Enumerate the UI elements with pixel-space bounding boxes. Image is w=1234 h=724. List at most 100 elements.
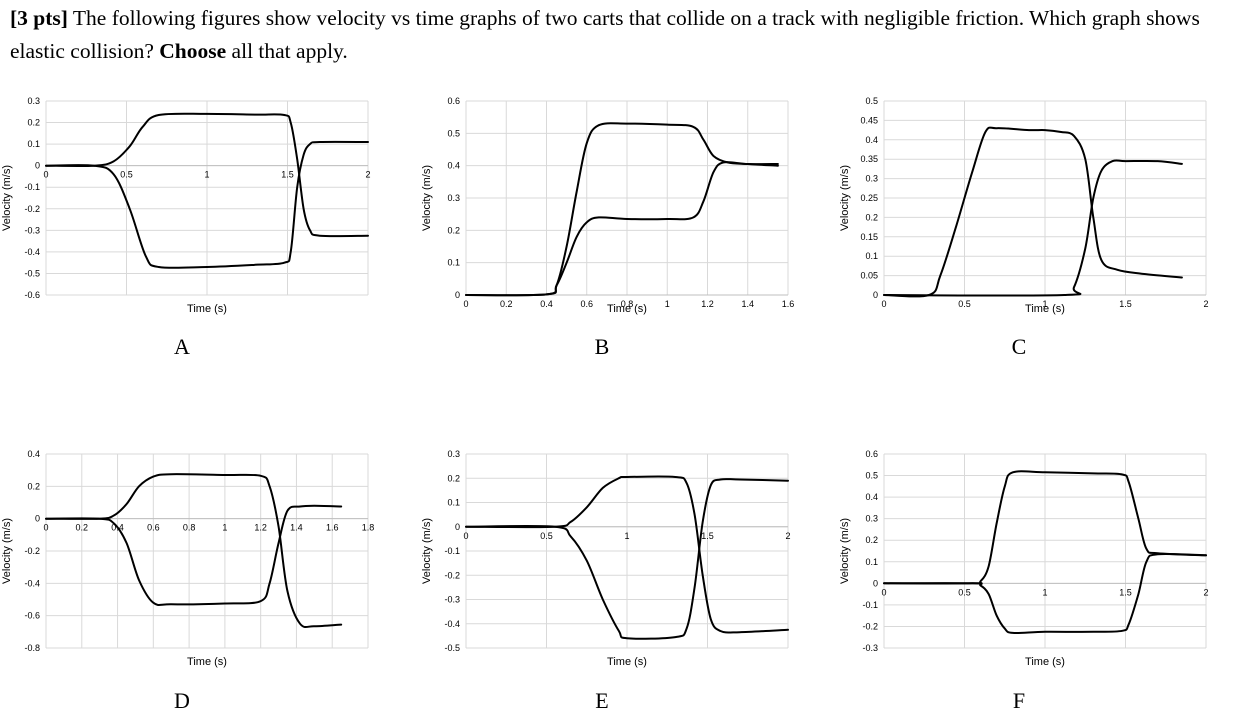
- x-tick-label: 0: [881, 299, 886, 309]
- x-axis-title: Time (s): [1025, 303, 1065, 315]
- x-tick-label: 0.5: [540, 531, 553, 541]
- chart-c: 0 0.05 0.1 0.15 0.2 0.25 0.3 0.35 0.4 0.45 0.5 0 0.5…: [839, 96, 1209, 315]
- x-tick-label: 0: [43, 523, 48, 533]
- y-tick-label: 0.1: [447, 498, 460, 508]
- y-tick-label: 0.25: [860, 193, 878, 203]
- y-tick-label: -0.4: [24, 578, 40, 588]
- x-tick-label: 1.4: [290, 523, 303, 533]
- x-tick-label: 1.6: [326, 523, 339, 533]
- y-tick-label: 0.2: [27, 481, 40, 491]
- y-tick-label: 0.2: [27, 118, 40, 128]
- y-tick-label: -0.5: [24, 268, 40, 278]
- x-tick-label: 1: [624, 531, 629, 541]
- y-tick-label: -0.5: [444, 643, 460, 653]
- series-line-1: [45, 112, 369, 238]
- x-tick-label: 1: [1042, 299, 1047, 309]
- y-tick-label: -0.2: [24, 546, 40, 556]
- y-tick-label: 0.05: [860, 271, 878, 281]
- y-tick-label: -0.1: [862, 600, 878, 610]
- series-line-2: [883, 552, 1207, 635]
- y-tick-label: 0.5: [865, 471, 878, 481]
- y-tick-label: 0.45: [860, 115, 878, 125]
- x-tick-label: 0.2: [76, 523, 89, 533]
- x-tick-label: 1.8: [362, 523, 375, 533]
- x-tick-label: 0.2: [500, 299, 513, 309]
- y-tick-label: -0.2: [24, 204, 40, 214]
- y-tick-label: -0.2: [444, 570, 460, 580]
- x-axis-title: Time (s): [607, 656, 647, 668]
- x-tick-label: 0.5: [958, 587, 971, 597]
- x-tick-label: 0.5: [958, 299, 971, 309]
- y-tick-label: -0.4: [24, 247, 40, 257]
- x-tick-label: 0.5: [120, 170, 133, 180]
- y-axis-title: Velocity (m/s): [1, 165, 13, 231]
- y-tick-label: 0.5: [447, 128, 460, 138]
- x-tick-label: 2: [1203, 299, 1208, 309]
- y-tick-label: -0.1: [444, 546, 460, 556]
- question-emphasis: Choose: [159, 39, 227, 63]
- series-line-2: [45, 140, 369, 269]
- y-tick-label: 0: [455, 290, 460, 300]
- x-tick-label: 1.6: [782, 299, 795, 309]
- chart-f: -0.3-0.2-0.100.10.20.30.40.50.60 0.5 1 1.5 2…: [839, 449, 1209, 668]
- x-tick-label: 1: [665, 299, 670, 309]
- y-tick-label: -0.4: [444, 619, 460, 629]
- y-tick-label: 0.3: [865, 514, 878, 524]
- y-tick-label: -0.1: [24, 182, 40, 192]
- y-tick-label: 0: [873, 290, 878, 300]
- y-axis-title: Velocity (m/s): [839, 518, 851, 584]
- y-tick-label: 0.1: [27, 139, 40, 149]
- y-tick-label: -0.3: [444, 595, 460, 605]
- x-axis-title: Time (s): [187, 656, 227, 668]
- y-tick-label: -0.6: [24, 290, 40, 300]
- y-axis-title: Velocity (m/s): [1, 518, 13, 584]
- question-text: [3 pts] The following figures show veloc…: [10, 2, 1228, 68]
- chart-e: -0.5-0.4-0.3-0.2-0.100.10.20.30 0.5 1 1.5 2T…: [421, 449, 791, 668]
- series-line-2: [45, 504, 343, 606]
- x-tick-label: 2: [785, 531, 790, 541]
- y-tick-label: 0.4: [865, 492, 878, 502]
- x-tick-label: 1: [1042, 587, 1047, 597]
- x-tick-label: 1.2: [254, 523, 267, 533]
- chart-b-letter: B: [594, 334, 610, 359]
- series-line-1: [883, 126, 1183, 298]
- x-tick-label: 0.8: [621, 299, 634, 309]
- x-tick-label: 0: [43, 170, 48, 180]
- x-tick-label: 1: [204, 170, 209, 180]
- chart-f-letter: F: [1012, 688, 1026, 713]
- x-tick-label: 0.8: [183, 523, 196, 533]
- x-tick-label: 0.4: [540, 299, 553, 309]
- y-tick-label: 0.3: [447, 193, 460, 203]
- y-tick-label: 0.3: [27, 96, 40, 106]
- x-tick-label: 0.6: [147, 523, 160, 533]
- y-tick-label: 0.3: [447, 449, 460, 459]
- y-tick-label: 0.1: [865, 251, 878, 261]
- x-tick-label: 1.4: [741, 299, 754, 309]
- y-tick-label: 0: [35, 161, 40, 171]
- x-tick-label: 1.5: [281, 170, 294, 180]
- question-body-1: The following figures show velocity vs t…: [10, 6, 1200, 63]
- x-tick-label: 0: [463, 299, 468, 309]
- y-axis-title: Velocity (m/s): [421, 518, 433, 584]
- chart-d-letter: D: [174, 688, 190, 713]
- x-tick-label: 1.2: [701, 299, 714, 309]
- x-tick-label: 0: [463, 531, 468, 541]
- points-label: [3 pts]: [10, 6, 68, 30]
- x-tick-label: 1.5: [1119, 587, 1132, 597]
- x-tick-label: 1: [222, 523, 227, 533]
- x-axis-title: Time (s): [1025, 656, 1065, 668]
- y-tick-label: 0.1: [447, 258, 460, 268]
- y-tick-label: 0.6: [865, 449, 878, 459]
- y-tick-label: 0.6: [447, 96, 460, 106]
- y-tick-label: 0.2: [865, 212, 878, 222]
- y-axis-title: Velocity (m/s): [839, 165, 851, 231]
- chart-a: -0.6-0.5-0.4-0.3-0.2-0.100.10.20.30 0.5 1 1…: [1, 96, 371, 315]
- x-tick-label: 2: [365, 170, 370, 180]
- chart-b: 0 0.1 0.2 0.3 0.4 0.5 0.6 0 0.2 0.4 0.6 0.8 1 1.2 1.4 1…: [421, 96, 795, 315]
- y-axis-title: Velocity (m/s): [421, 165, 433, 231]
- y-tick-label: -0.8: [24, 643, 40, 653]
- series-line-2: [883, 159, 1183, 297]
- y-tick-label: 0.15: [860, 232, 878, 242]
- y-tick-label: 0.4: [865, 135, 878, 145]
- y-tick-label: 0.2: [447, 473, 460, 483]
